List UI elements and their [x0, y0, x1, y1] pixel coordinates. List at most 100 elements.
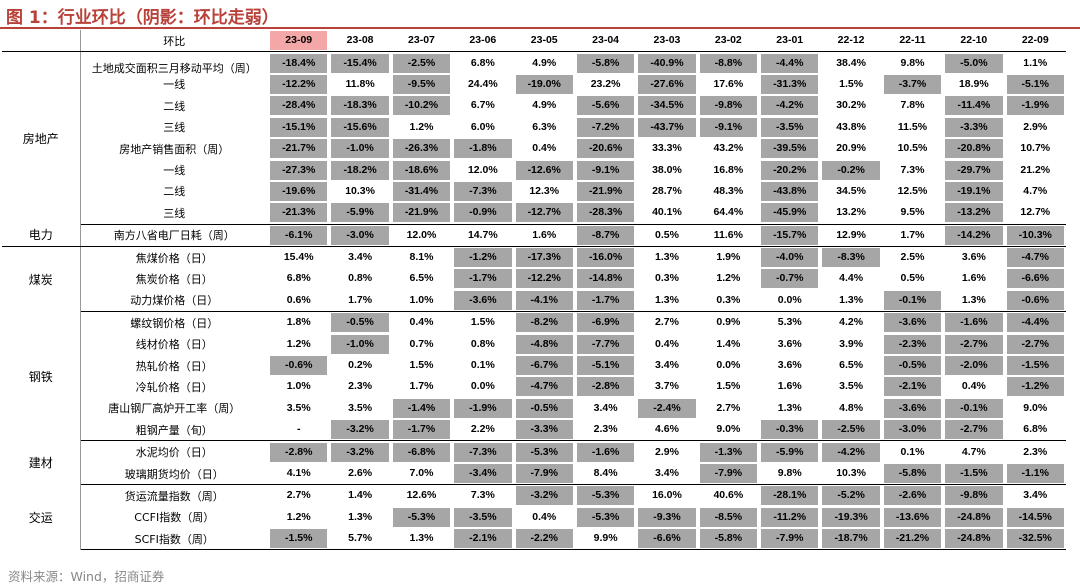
value-text: 9.0% [716, 423, 741, 436]
value-cell: 2.7% [698, 398, 759, 419]
value-text: -16.0% [576, 248, 635, 268]
value-cell: -18.4% [268, 52, 329, 74]
value-text: -9.8% [945, 486, 1003, 506]
value-text: 4.4% [839, 272, 864, 285]
column-header-label: 22-10 [960, 34, 988, 47]
value-text: -1.7% [392, 420, 451, 440]
value-text: -12.2% [270, 74, 328, 94]
indicator-label: 粗钢产量（旬） [80, 419, 269, 442]
value-cell: 7.3% [452, 485, 513, 507]
value-text: 5.7% [348, 532, 373, 545]
value-text: 11.6% [713, 228, 743, 241]
value-cell: 1.1% [1005, 52, 1066, 74]
value-cell: 4.7% [1005, 181, 1066, 202]
value-text: -4.0% [761, 248, 819, 268]
value-text: 2.7% [654, 316, 679, 329]
value-cell: -1.7% [390, 419, 453, 442]
value-cell: -12.6% [514, 159, 575, 180]
column-header-label: 22-11 [899, 34, 926, 47]
value-text: 13.2% [836, 206, 866, 219]
value-text: 17.6% [713, 77, 744, 90]
value-cell: -15.4% [329, 52, 390, 74]
value-cell: -21.9% [390, 202, 453, 225]
value-cell: -24.8% [943, 507, 1004, 528]
value-cell: -1.0% [329, 333, 390, 354]
value-text: -2.8% [576, 377, 635, 397]
value-text: -2.6% [883, 486, 942, 506]
value-cell: 3.4% [1005, 485, 1066, 507]
column-header: 23-06 [452, 30, 514, 53]
value-text: 0.6% [286, 293, 311, 306]
value-cell: 12.5% [882, 181, 943, 202]
value-text: 3.9% [839, 337, 864, 350]
value-text: -5.8% [576, 53, 635, 73]
value-cell: -3.0% [881, 419, 944, 442]
value-text: -0.3% [761, 420, 819, 440]
table-row: 三线 -15.1% -15.6% 1.2% 6.0% 6.3% -7.2% -43.7% -9.… [2, 117, 1066, 138]
value-cell: -8.5% [698, 507, 759, 528]
value-cell: 4.7% [943, 441, 1004, 463]
value-cell: 11.6% [697, 224, 760, 247]
value-cell: -1.1% [1004, 462, 1066, 486]
value-cell: 3.5% [268, 398, 329, 419]
value-cell: -7.9% [759, 527, 821, 551]
value-cell: 1.2% [698, 268, 759, 289]
value-cell: -13.2% [943, 202, 1005, 225]
value-text: 3.6% [777, 359, 802, 372]
column-header-label: 23-06 [469, 34, 497, 47]
column-header: 22-11 [881, 30, 944, 53]
value-cell: 2.7% [268, 485, 329, 507]
value-text: -19.1% [945, 181, 1003, 201]
value-text: 33.3% [652, 142, 682, 155]
value-text: -5.8% [883, 464, 942, 483]
value-text: -1.2% [454, 248, 512, 268]
value-cell: -5.2% [820, 485, 881, 507]
value-text: 12.5% [897, 184, 928, 197]
value-text: -4.4% [761, 53, 819, 73]
indicator-label: 玻璃期货均价（日） [80, 462, 269, 486]
indicator-label: SCFI指数（周） [80, 527, 269, 551]
value-cell: -10.3% [1004, 224, 1066, 247]
value-cell: 1.3% [390, 527, 453, 551]
value-text: -8.7% [576, 225, 635, 245]
value-cell: -0.1% [881, 289, 944, 313]
value-text: -27.6% [638, 74, 696, 94]
value-cell: 1.7% [881, 224, 944, 247]
value-text: 5.3% [777, 316, 802, 329]
value-cell: -12.2% [268, 74, 329, 95]
value-text: 1.1% [1023, 56, 1048, 69]
value-cell: 0.3% [697, 289, 760, 313]
mom-table: 环比 23-09 23-08 23-07 23-06 23-05 23-04 23-03 23-… [2, 30, 1066, 551]
value-text: 6.8% [1023, 423, 1048, 436]
figure-title: 图 1：行业环比（阴影：环比走弱） [6, 8, 279, 28]
indicator-label: 热轧价格（日） [135, 359, 213, 373]
value-cell: 0.4% [514, 507, 575, 528]
value-cell: -19.6% [268, 181, 329, 202]
value-text: -6.9% [576, 313, 635, 333]
value-cell: 30.2% [820, 95, 881, 116]
value-text: 1.7% [409, 380, 434, 393]
value-text: 40.1% [652, 206, 682, 219]
value-cell: 38.4% [820, 52, 881, 74]
value-cell: 10.7% [1005, 138, 1066, 159]
value-cell: -0.6% [1004, 289, 1066, 313]
value-cell: -18.7% [820, 527, 882, 551]
value-cell: -4.7% [514, 376, 575, 397]
value-text: -10.2% [392, 96, 451, 116]
indicator-label: 二线 [163, 99, 186, 113]
value-text: -18.2% [331, 160, 389, 180]
value-text: -21.2% [883, 529, 942, 549]
value-cell: 0.5% [882, 268, 943, 289]
value-cell: 0.0% [698, 355, 759, 376]
value-text: 3.4% [654, 467, 679, 479]
indicator-label: 房地产销售面积（周） [119, 142, 230, 156]
value-text: -4.1% [515, 290, 573, 310]
column-header: 22-10 [943, 30, 1005, 53]
value-cell: 3.6% [759, 333, 820, 354]
value-text: -15.6% [331, 117, 389, 137]
value-cell: -3.6% [882, 312, 943, 334]
value-text: -8.8% [699, 53, 758, 73]
value-cell: -1.5% [268, 527, 330, 551]
value-cell: 3.4% [636, 462, 698, 486]
value-text: 14.7% [467, 228, 498, 241]
